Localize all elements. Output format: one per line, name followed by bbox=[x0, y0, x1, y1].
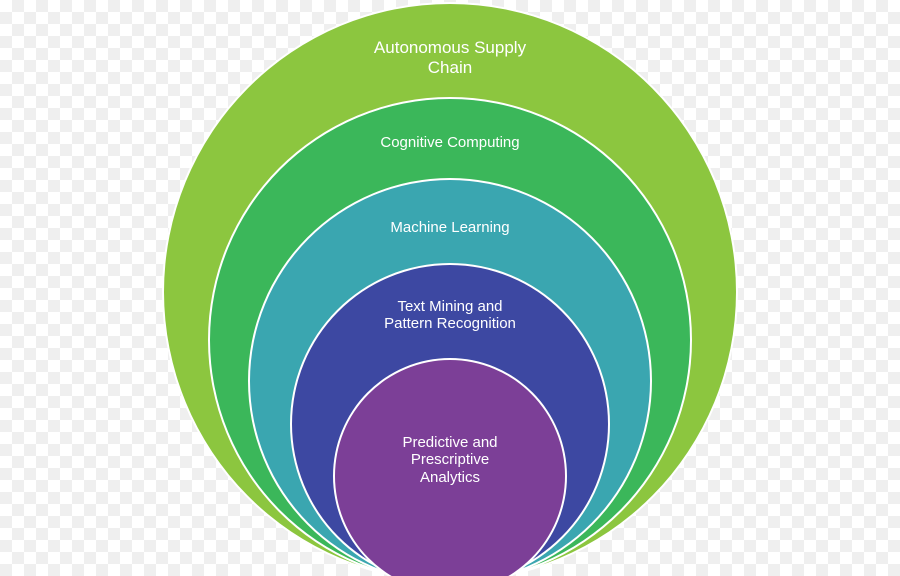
layer-label-autonomous-supply-chain: Autonomous Supply Chain bbox=[373, 38, 527, 78]
layer-label-machine-learning: Machine Learning bbox=[390, 219, 510, 236]
layer-label-cognitive-computing: Cognitive Computing bbox=[380, 134, 520, 151]
layer-label-text-mining: Text Mining and Pattern Recognition bbox=[384, 298, 516, 333]
layer-label-predictive-analytics: Predictive and Prescriptive Analytics bbox=[402, 434, 498, 486]
layer-predictive-prescriptive-analytics bbox=[333, 358, 567, 576]
